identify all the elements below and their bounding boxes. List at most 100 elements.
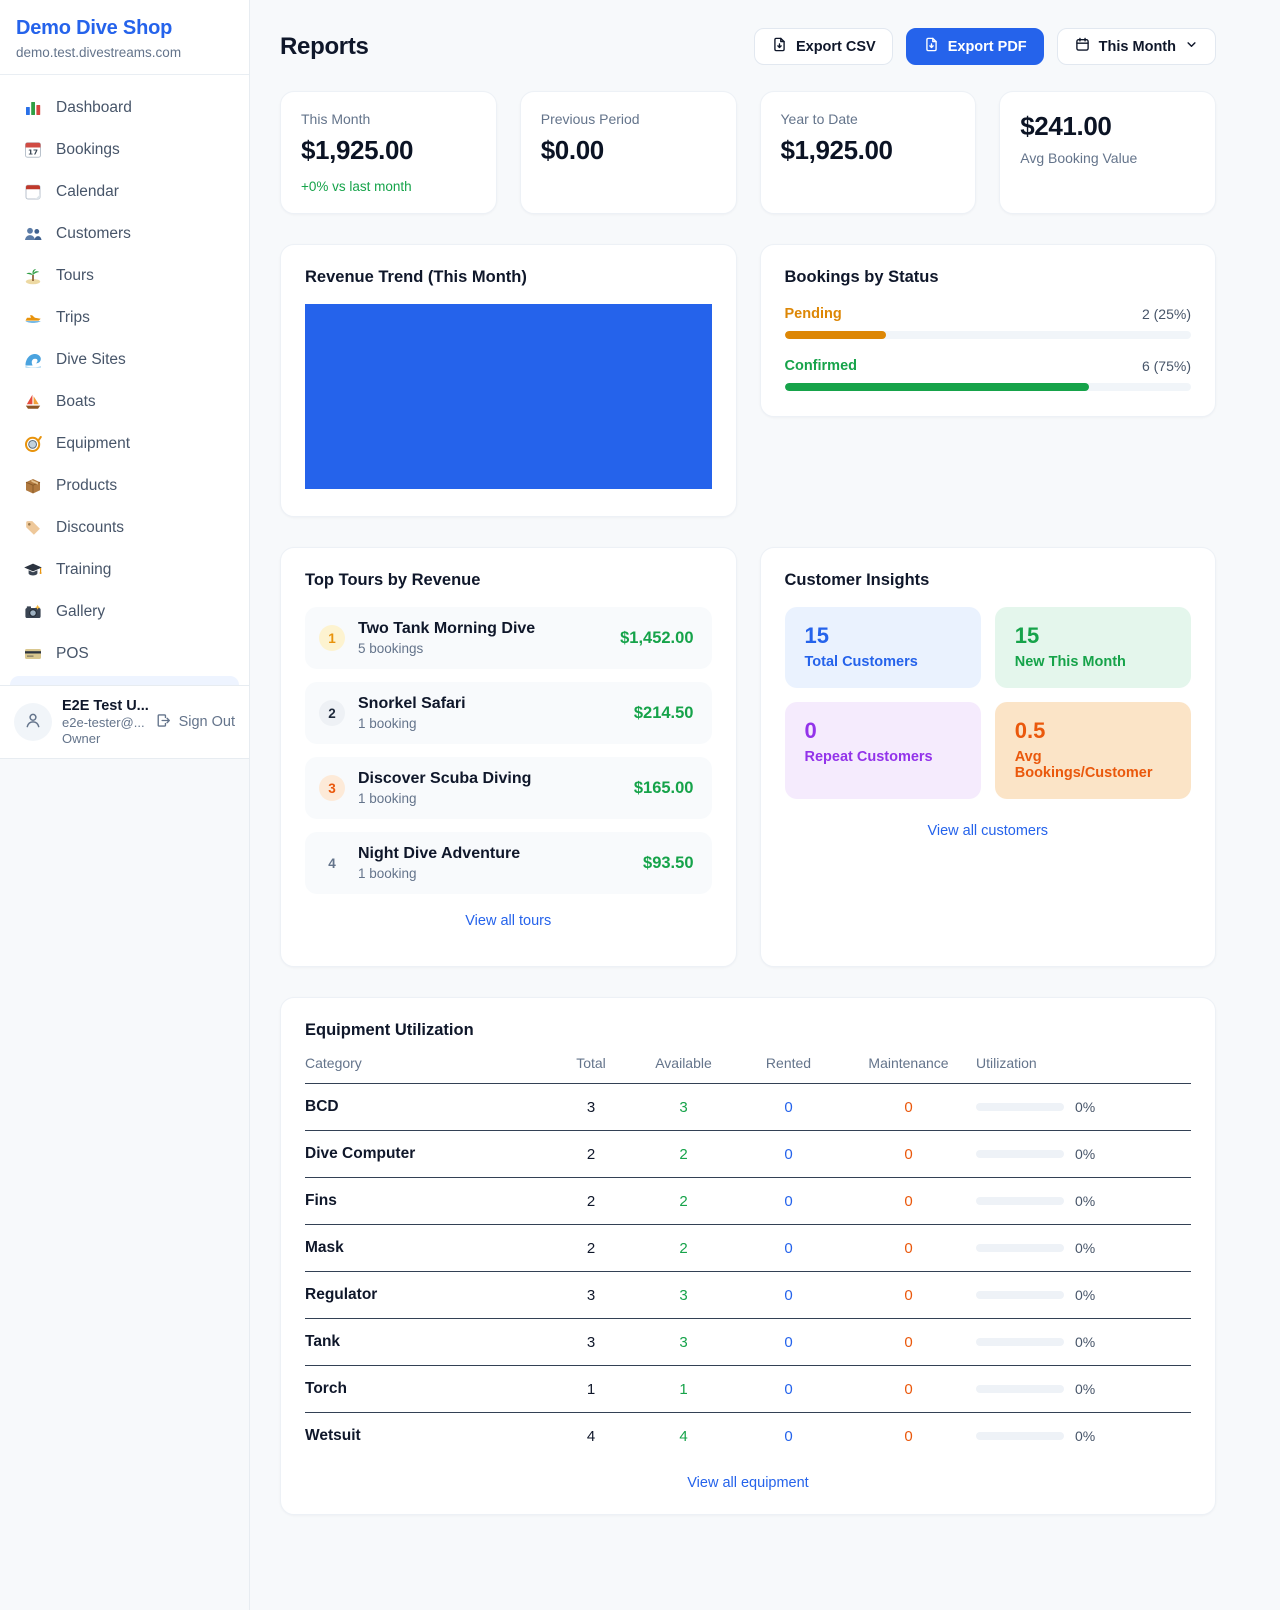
insight-box-new-this-month: 15 New This Month	[994, 607, 1191, 688]
insight-label: Total Customers	[804, 654, 918, 670]
equipment-utilization-cell: 0%	[976, 1240, 1191, 1256]
sidebar-item-dashboard[interactable]: Dashboard	[10, 88, 239, 128]
utilization-label: 0%	[1075, 1334, 1096, 1350]
view-all-tours-link[interactable]: View all tours	[465, 913, 552, 929]
stat-label: Year to Date	[780, 111, 858, 127]
insight-value: 0	[804, 718, 817, 743]
period-dropdown[interactable]: This Month	[1056, 28, 1216, 65]
equipment-row-tank: Tank 3 3 0 0 0%	[305, 1319, 1191, 1366]
status-progress-track	[784, 331, 1191, 339]
utilization-label: 0%	[1075, 1146, 1096, 1162]
sign-out-label: Sign Out	[178, 714, 235, 730]
sidebar-item-pos[interactable]: POS	[10, 634, 239, 674]
user-email: e2e-tester@...	[62, 715, 145, 730]
sidebar-item-dive-sites[interactable]: Dive Sites	[10, 340, 239, 380]
equipment-row-bcd: BCD 3 3 0 0 0%	[305, 1084, 1191, 1131]
status-row-confirmed: Confirmed 6 (75%)	[784, 358, 1191, 391]
revenue-trend-chart	[305, 304, 712, 489]
sidebar-item-products[interactable]: Products	[10, 466, 239, 506]
equipment-rented: 0	[784, 1239, 793, 1257]
stat-card-year-to-date: Year to Date $1,925.00	[759, 91, 977, 214]
stat-value: $0.00	[540, 135, 604, 165]
utilization-bar	[976, 1338, 1064, 1346]
equipment-maintenance: 0	[904, 1239, 913, 1257]
insight-label: Avg Bookings/Customer	[1014, 749, 1153, 781]
sign-out-button[interactable]: Sign Out	[155, 712, 235, 733]
sidebar-item-training[interactable]: Training	[10, 550, 239, 590]
sidebar-item-label: Bookings	[56, 141, 120, 158]
equipment-available: 3	[679, 1098, 688, 1116]
sidebar-item-label: Training	[56, 561, 112, 578]
equipment-utilization-card: Equipment Utilization Category Total Avail…	[280, 997, 1216, 1515]
dashboard-icon	[23, 98, 43, 118]
insight-value: 0.5	[1014, 718, 1046, 743]
avatar	[14, 703, 52, 741]
export-csv-button[interactable]: Export CSV	[753, 28, 893, 65]
sidebar-item-label: Tours	[56, 267, 94, 284]
insight-label: New This Month	[1014, 654, 1126, 670]
stat-value: $1,925.00	[780, 135, 893, 165]
sidebar-item-discounts[interactable]: Discounts	[10, 508, 239, 548]
tour-row-snorkel-safari: 2 Snorkel Safari 1 booking $214.50	[305, 682, 712, 744]
tour-amount: $165.00	[633, 778, 694, 797]
sidebar-nav: Dashboard 17 Bookings Calendar Customers…	[0, 75, 249, 674]
view-all-equipment-link[interactable]: View all equipment	[687, 1475, 809, 1491]
top-tours-card: Top Tours by Revenue 1 Two Tank Morning …	[280, 547, 737, 967]
tour-bookings: 1 booking	[358, 866, 417, 881]
sidebar-item-equipment[interactable]: Equipment	[10, 424, 239, 464]
revenue-trend-card: Revenue Trend (This Month)	[280, 244, 737, 517]
stat-label: Previous Period	[540, 111, 640, 127]
period-label: This Month	[1098, 38, 1176, 55]
user-role: Owner	[62, 731, 101, 746]
equipment-column-total: Total	[576, 1055, 606, 1071]
insight-box-repeat-customers: 0 Repeat Customers	[784, 702, 981, 799]
equipment-available: 3	[679, 1286, 688, 1304]
dive-sites-icon	[23, 350, 43, 370]
equipment-row-mask: Mask 2 2 0 0 0%	[305, 1225, 1191, 1272]
sidebar-item-label: Dive Sites	[56, 351, 126, 368]
tour-amount: $1,452.00	[620, 628, 694, 647]
header-actions: Export CSV Export PDF This Month	[753, 28, 1216, 65]
utilization-label: 0%	[1075, 1099, 1096, 1115]
utilization-label: 0%	[1075, 1193, 1096, 1209]
equipment-rented: 0	[784, 1380, 793, 1398]
sidebar-item-customers[interactable]: Customers	[10, 214, 239, 254]
bookings-icon: 17	[23, 140, 43, 160]
equipment-table-header: Category Total Available Rented Maintenance U…	[305, 1055, 1191, 1084]
sidebar-item-boats[interactable]: Boats	[10, 382, 239, 422]
export-pdf-label: Export PDF	[947, 38, 1027, 55]
equipment-category: Mask	[305, 1239, 344, 1256]
sidebar-item-bookings[interactable]: 17 Bookings	[10, 130, 239, 170]
equipment-rented: 0	[784, 1286, 793, 1304]
equipment-total: 1	[586, 1380, 596, 1398]
stat-label: This Month	[301, 111, 371, 127]
stat-note: +0% vs last month	[301, 179, 412, 194]
equipment-category: Regulator	[305, 1286, 378, 1303]
equipment-total: 2	[586, 1239, 596, 1257]
equipment-maintenance: 0	[904, 1427, 913, 1445]
export-pdf-button[interactable]: Export PDF	[905, 28, 1044, 65]
sidebar-item-label: Equipment	[56, 435, 131, 452]
sidebar-item-calendar[interactable]: Calendar	[10, 172, 239, 212]
calendar-icon	[23, 182, 43, 202]
equipment-available: 2	[679, 1192, 688, 1210]
sidebar-item-gallery[interactable]: Gallery	[10, 592, 239, 632]
sidebar-active-item-partial[interactable]	[10, 676, 239, 685]
sidebar-item-label: Dashboard	[56, 99, 132, 116]
sidebar-item-label: POS	[56, 645, 89, 662]
tours-icon	[23, 266, 43, 286]
view-all-customers-link[interactable]: View all customers	[927, 823, 1049, 839]
equipment-utilization-title: Equipment Utilization	[305, 1021, 474, 1039]
status-count: 2 (25%)	[1141, 306, 1191, 322]
equipment-available: 2	[679, 1145, 688, 1163]
equipment-table-body: BCD 3 3 0 0 0% Dive Computer 2 2 0 0 0% …	[305, 1084, 1191, 1459]
utilization-bar	[976, 1150, 1064, 1158]
insight-value: 15	[1014, 623, 1040, 648]
sidebar: Demo Dive Shop demo.test.divestreams.com…	[0, 0, 250, 1610]
brand-block: Demo Dive Shop demo.test.divestreams.com	[0, 0, 249, 75]
stat-value: $241.00	[1020, 111, 1112, 141]
sidebar-item-trips[interactable]: Trips	[10, 298, 239, 338]
file-export-icon	[771, 36, 788, 57]
sidebar-item-tours[interactable]: Tours	[10, 256, 239, 296]
tour-rank-badge: 1	[319, 625, 345, 651]
